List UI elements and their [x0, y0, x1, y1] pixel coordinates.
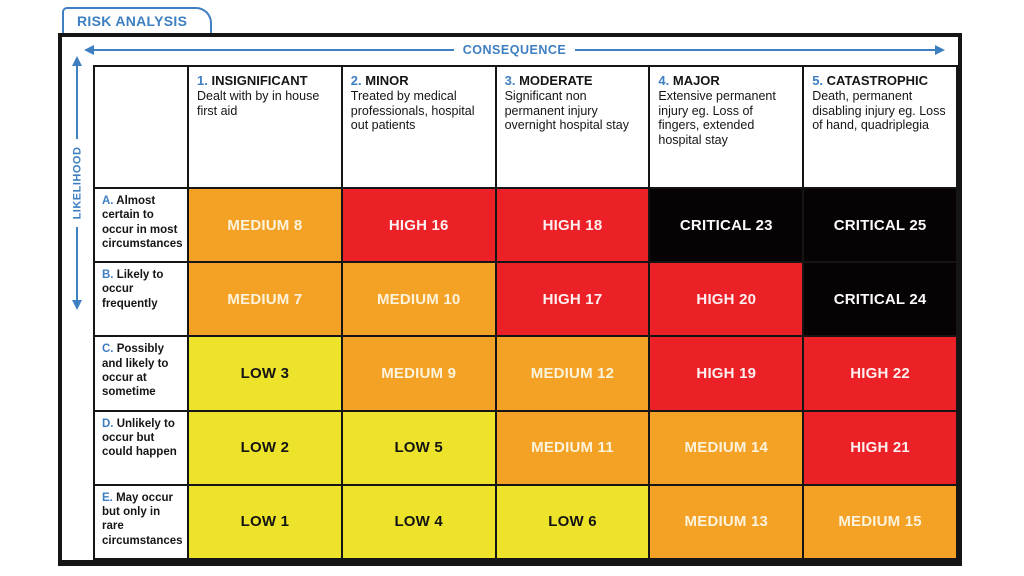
column-header-moderate: 3. MODERATE Significant non permanent in… — [496, 67, 649, 187]
corner-cell — [95, 67, 187, 187]
row-number: C. — [102, 343, 114, 356]
risk-cell-d5: HIGH 21 — [804, 411, 956, 484]
row-desc: Possibly and likely to occur at sometime — [102, 343, 169, 399]
column-number: 3. — [504, 73, 516, 88]
risk-cell-b2: MEDIUM 10 — [342, 263, 495, 336]
likelihood-label-box: LIKELIHOOD — [64, 139, 90, 227]
risk-matrix: 1. INSIGNIFICANT Dealt with by in house … — [93, 65, 958, 560]
row-header-a: A. Almost certain to occur in most circu… — [95, 189, 187, 262]
column-number: 1. — [197, 73, 208, 88]
column-desc: Treated by medical professionals, hospit… — [350, 89, 475, 133]
risk-cell-d3: MEDIUM 11 — [496, 411, 649, 484]
risk-cell-b5: CRITICAL 24 — [804, 263, 956, 336]
column-header-major: 4. MAJOR Extensive permanent injury eg. … — [650, 67, 803, 187]
row-header-b: B. Likely to occur frequently — [95, 263, 187, 336]
risk-cell-e3: LOW 6 — [496, 485, 649, 558]
row-header-c: C. Possibly and likely to occur at somet… — [95, 337, 187, 410]
row-header-e: E. May occur but only in rare circumstan… — [95, 485, 187, 558]
row-desc: Almost certain to occur in most circumst… — [102, 195, 183, 250]
risk-cell-a2: HIGH 16 — [342, 189, 495, 262]
consequence-axis: CONSEQUENCE — [84, 42, 945, 58]
column-name: INSIGNIFICANT — [211, 73, 308, 88]
risk-cell-e1: LOW 1 — [189, 485, 341, 558]
column-name: MODERATE — [519, 73, 593, 88]
risk-cell-c1: LOW 3 — [189, 337, 341, 410]
arrow-right-icon — [935, 45, 945, 55]
column-title: 1. INSIGNIFICANT — [197, 73, 333, 88]
consequence-axis-label: CONSEQUENCE — [462, 43, 567, 57]
column-header-catastrophic: 5. CATASTROPHIC Death, permanent disabli… — [804, 67, 956, 187]
column-name: MINOR — [365, 73, 409, 88]
risk-cell-c4: HIGH 19 — [650, 337, 803, 410]
row-desc: May occur but only in rare circumstances — [102, 491, 183, 547]
row-number: D. — [102, 417, 114, 430]
arrow-left-icon — [84, 45, 94, 55]
likelihood-axis: LIKELIHOOD — [64, 56, 90, 310]
risk-cell-a4: CRITICAL 23 — [650, 189, 803, 262]
column-number: 5. — [812, 73, 824, 88]
row-number: E. — [102, 491, 113, 504]
risk-cell-b4: HIGH 20 — [650, 263, 803, 336]
column-desc: Significant non permanent injury overnig… — [504, 89, 629, 133]
column-desc: Death, permanent disabling injury eg. Lo… — [812, 89, 946, 133]
risk-analysis-tab: RISK ANALYSIS — [62, 7, 212, 33]
risk-cell-c3: MEDIUM 12 — [496, 337, 649, 410]
column-desc: Dealt with by in house first aid — [197, 89, 320, 118]
risk-cell-a5: CRITICAL 25 — [804, 189, 956, 262]
row-desc: Likely to occur frequently — [102, 269, 164, 310]
axis-line — [76, 66, 78, 139]
row-header-d: D. Unlikely to occur but could happen — [95, 411, 187, 484]
column-name: CATASTROPHIC — [826, 73, 929, 88]
axis-line — [76, 227, 78, 300]
likelihood-axis-label: LIKELIHOOD — [71, 146, 83, 220]
column-header-minor: 2. MINOR Treated by medical professional… — [342, 67, 495, 187]
column-title: 3. MODERATE — [505, 73, 641, 88]
risk-cell-c5: HIGH 22 — [804, 337, 956, 410]
row-number: A. — [102, 195, 114, 207]
column-desc: Extensive permanent injury eg. Loss of f… — [658, 89, 776, 148]
row-number: B. — [102, 269, 114, 282]
risk-cell-e5: MEDIUM 15 — [804, 485, 956, 558]
risk-cell-a1: MEDIUM 8 — [189, 189, 341, 262]
risk-cell-a3: HIGH 18 — [496, 189, 649, 262]
arrow-down-icon — [72, 300, 82, 310]
column-header-insignificant: 1. INSIGNIFICANT Dealt with by in house … — [189, 67, 341, 187]
risk-cell-d2: LOW 5 — [342, 411, 495, 484]
risk-cell-e2: LOW 4 — [342, 485, 495, 558]
column-number: 2. — [350, 73, 362, 88]
risk-cell-b1: MEDIUM 7 — [189, 263, 341, 336]
column-title: 5. CATASTROPHIC — [812, 73, 948, 88]
column-title: 2. MINOR — [351, 73, 487, 88]
axis-line — [94, 49, 454, 51]
column-title: 4. MAJOR — [658, 73, 794, 88]
risk-cell-e4: MEDIUM 13 — [650, 485, 803, 558]
column-number: 4. — [658, 73, 670, 88]
risk-cell-b3: HIGH 17 — [496, 263, 649, 336]
arrow-up-icon — [72, 56, 82, 66]
tab-label: RISK ANALYSIS — [77, 13, 188, 29]
risk-cell-d4: MEDIUM 14 — [650, 411, 803, 484]
risk-cell-d1: LOW 2 — [189, 411, 341, 484]
risk-cell-c2: MEDIUM 9 — [342, 337, 495, 410]
axis-line — [575, 49, 935, 51]
column-name: MAJOR — [672, 73, 720, 88]
row-desc: Unlikely to occur but could happen — [102, 417, 177, 459]
